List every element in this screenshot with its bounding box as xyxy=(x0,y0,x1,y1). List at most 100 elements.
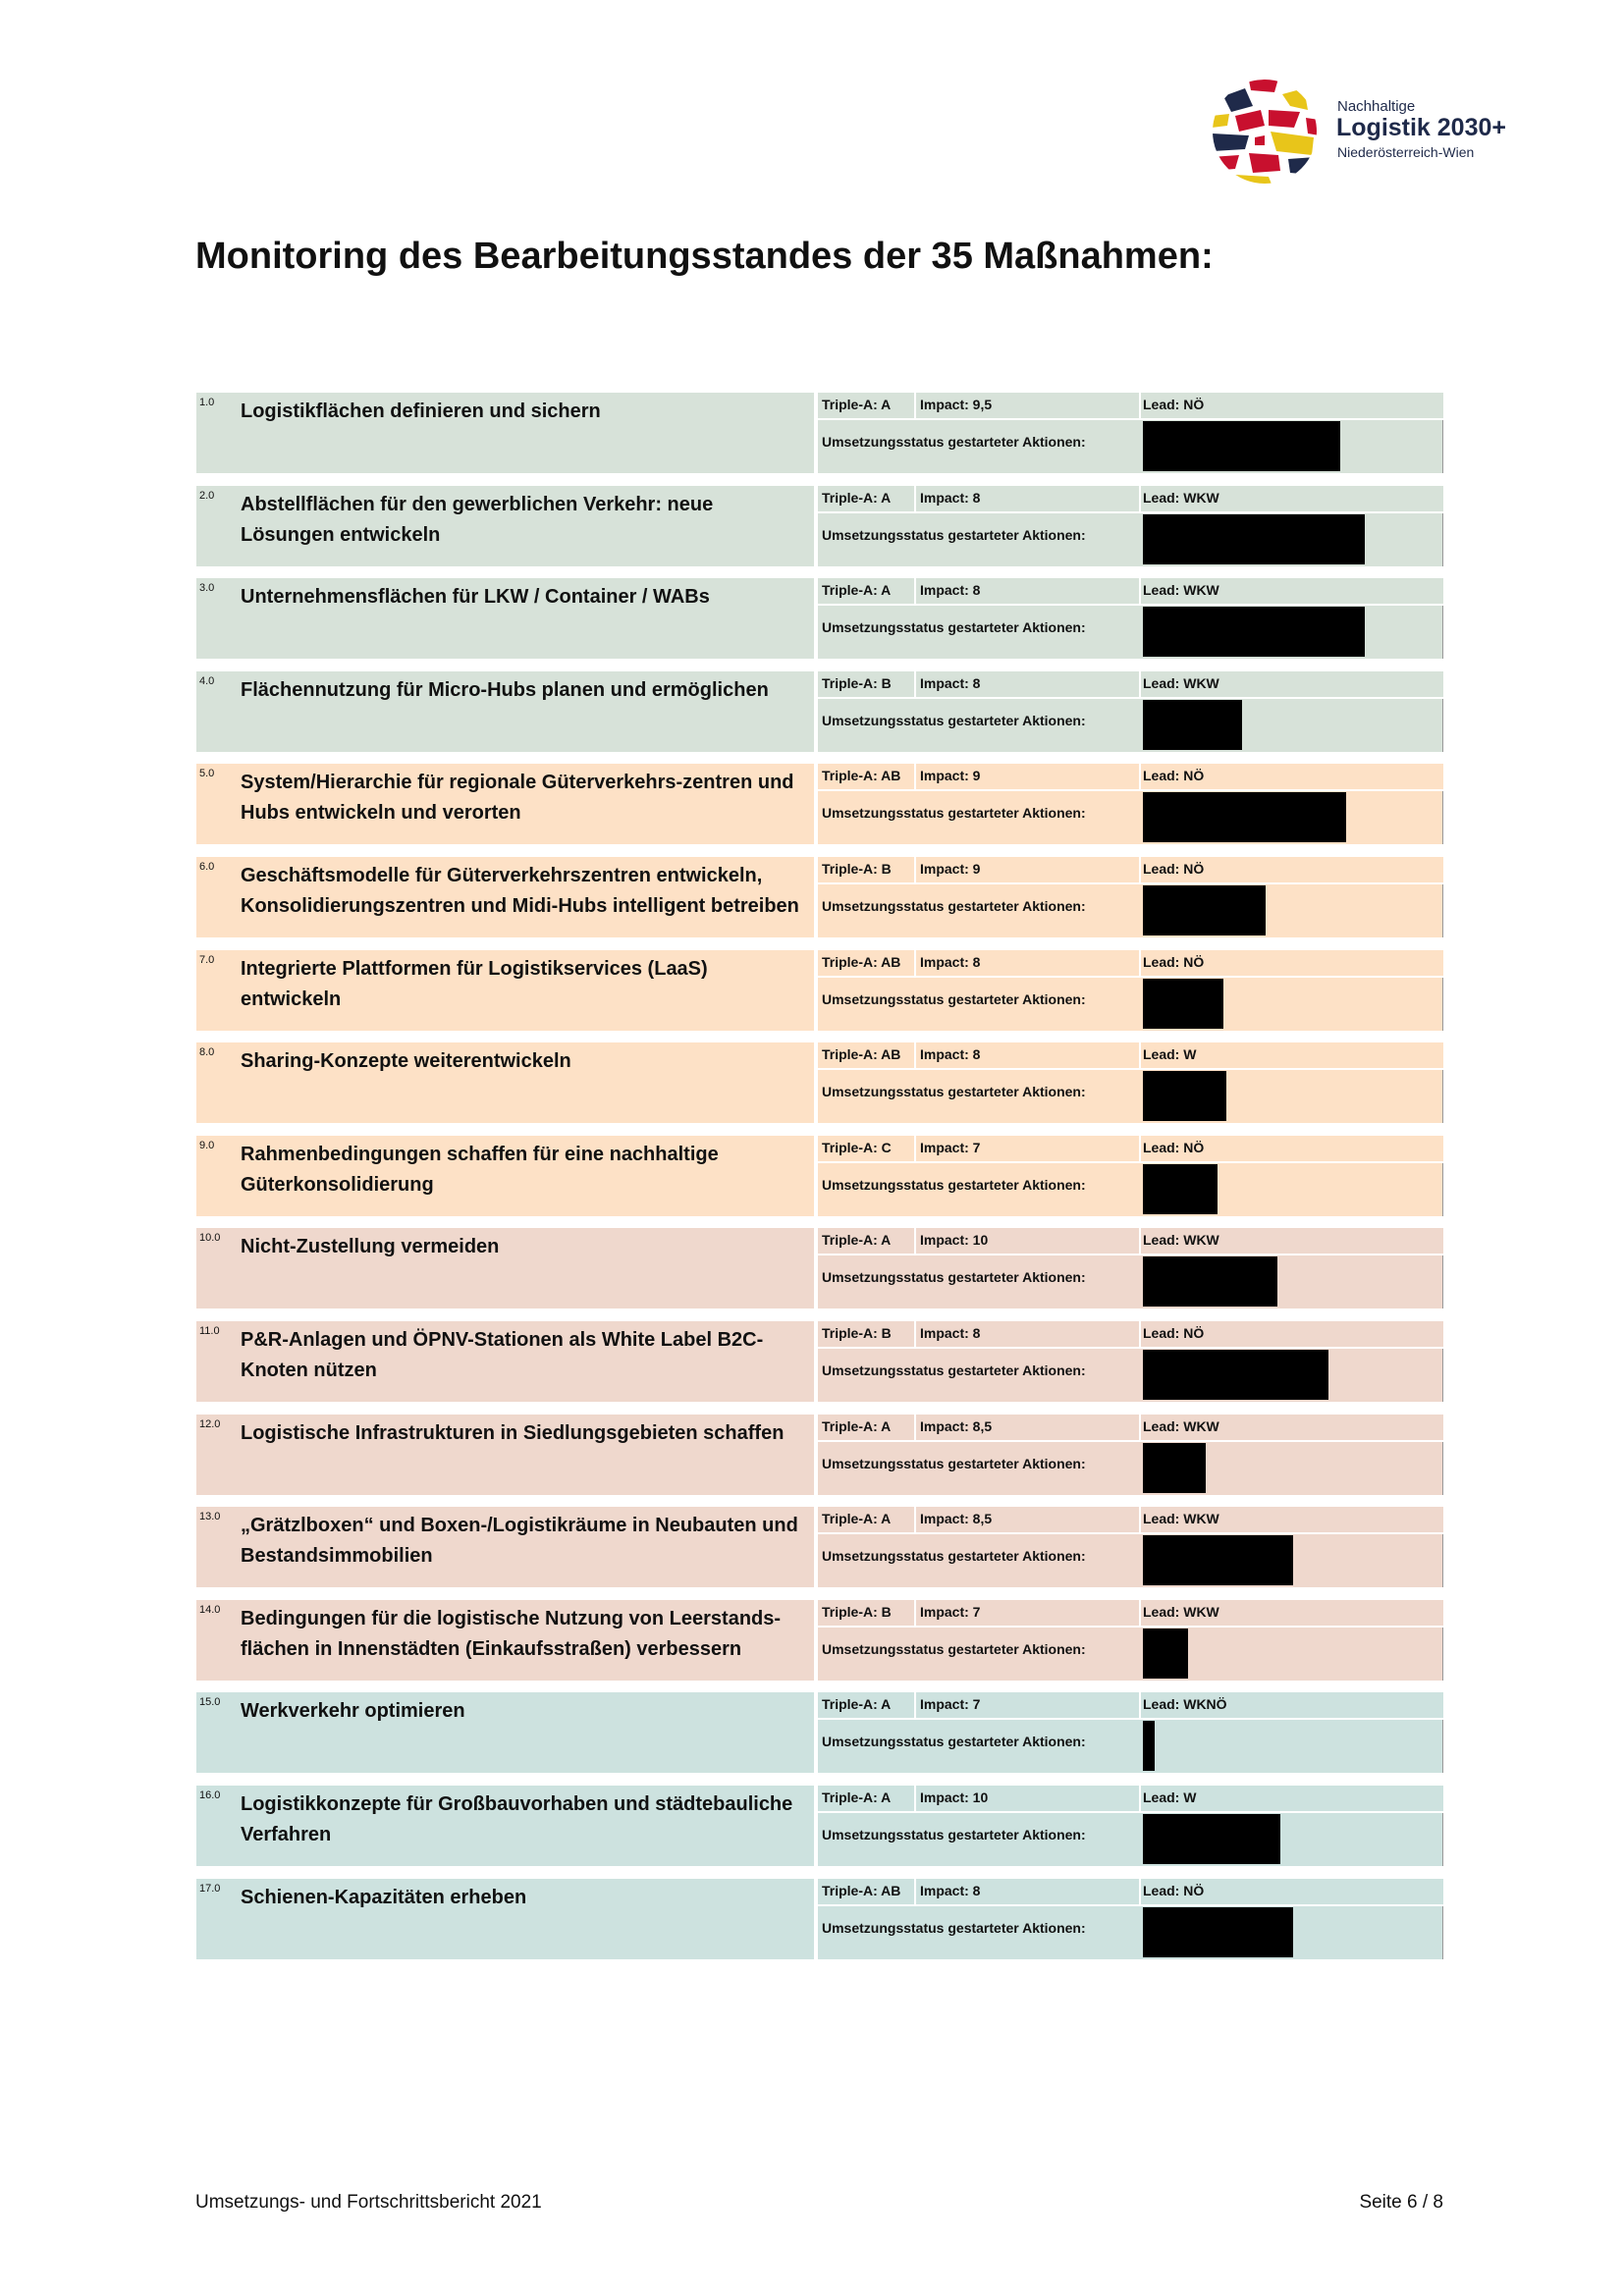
progress-bar xyxy=(1143,1814,1281,1864)
divider xyxy=(914,1228,916,1255)
impact-score: Impact: 8 xyxy=(920,1046,981,1063)
measure-number: 15.0 xyxy=(199,1696,221,1709)
progress-track xyxy=(1143,792,1442,843)
measure-header: Triple-A: A Impact: 10 Lead: W xyxy=(818,1786,1443,1813)
progress-bar xyxy=(1143,885,1267,935)
measure-name: Flächennutzung für Micro-Hubs planen und… xyxy=(241,678,769,701)
progress-bar xyxy=(1143,607,1365,658)
divider xyxy=(1139,1042,1141,1069)
measure-row: 12.0 Logistische Infrastrukturen in Sied… xyxy=(196,1414,1443,1495)
measure-title-cell: 12.0 Logistische Infrastrukturen in Sied… xyxy=(196,1414,814,1495)
measure-number: 5.0 xyxy=(199,768,215,780)
divider xyxy=(1139,1414,1141,1440)
status-label: Umsetzungsstatus gestarteter Aktionen: xyxy=(822,805,1086,822)
divider xyxy=(1139,857,1141,882)
divider xyxy=(1139,1507,1141,1533)
impact-score: Impact: 8 xyxy=(920,1882,981,1898)
measure-number: 13.0 xyxy=(199,1511,221,1523)
divider xyxy=(1442,1162,1443,1216)
measure-number: 3.0 xyxy=(199,582,215,595)
measure-number: 1.0 xyxy=(199,397,215,408)
divider xyxy=(1442,1627,1443,1681)
measure-title-cell: 2.0 Abstellflächen für den gewerblichen … xyxy=(196,485,814,566)
measure-name: P&R-Anlagen und ÖPNV-Stationen als White… xyxy=(241,1329,764,1381)
measure-details-cell: Triple-A: A Impact: 8,5 Lead: WKW Umsetz… xyxy=(818,1414,1443,1495)
lead-organization: Lead: WKW xyxy=(1143,1511,1219,1527)
divider xyxy=(1139,1228,1141,1255)
lead-organization: Lead: WKNÖ xyxy=(1143,1696,1227,1713)
measure-title-cell: 4.0 Flächennutzung für Micro-Hubs planen… xyxy=(196,670,814,752)
measure-title-cell: 6.0 Geschäftsmodelle für Güterverkehrsze… xyxy=(196,857,814,937)
measure-header: Triple-A: B Impact: 7 Lead: WKW xyxy=(818,1599,1443,1628)
progress-bar xyxy=(1143,1350,1329,1400)
progress-track xyxy=(1143,1906,1442,1957)
impact-score: Impact: 7 xyxy=(920,1696,981,1713)
triple-a-rating: Triple-A: B xyxy=(822,861,892,877)
status-label: Umsetzungsstatus gestarteter Aktionen: xyxy=(822,1919,1086,1936)
logo: Nachhaltige Logistik 2030+ Niederösterre… xyxy=(1210,77,1534,188)
impact-score: Impact: 8 xyxy=(920,582,981,599)
progress-bar xyxy=(1143,1071,1227,1122)
impact-score: Impact: 8,5 xyxy=(920,1417,993,1434)
measure-header: Triple-A: A Impact: 7 Lead: WKNÖ xyxy=(818,1692,1443,1721)
logo-mosaic-icon xyxy=(1213,80,1317,184)
measure-details-cell: Triple-A: AB Impact: 9 Lead: NÖ Umsetzun… xyxy=(818,764,1443,845)
divider xyxy=(914,1507,916,1533)
status-label: Umsetzungsstatus gestarteter Aktionen: xyxy=(822,898,1086,914)
divider xyxy=(1139,1599,1141,1626)
status-label: Umsetzungsstatus gestarteter Aktionen: xyxy=(822,1362,1086,1378)
divider xyxy=(914,578,916,605)
divider xyxy=(914,393,916,418)
measure-row: 8.0 Sharing-Konzepte weiterentwickeln Tr… xyxy=(196,1042,1443,1124)
divider xyxy=(1442,1534,1443,1588)
progress-track xyxy=(1143,1814,1442,1864)
logo-text-line1: Nachhaltige xyxy=(1337,98,1416,115)
measure-name: Abstellflächen für den gewerblichen Verk… xyxy=(241,493,714,546)
divider xyxy=(1139,578,1141,605)
progress-track xyxy=(1143,1721,1442,1772)
progress-track xyxy=(1143,699,1442,750)
status-label: Umsetzungsstatus gestarteter Aktionen: xyxy=(822,990,1086,1007)
measure-header: Triple-A: A Impact: 10 Lead: WKW xyxy=(818,1228,1443,1256)
progress-track xyxy=(1143,1071,1442,1122)
measure-row: 16.0 Logistikkonzepte für Großbauvorhabe… xyxy=(196,1786,1443,1866)
measure-number: 2.0 xyxy=(199,489,215,502)
lead-organization: Lead: W xyxy=(1143,1789,1197,1805)
triple-a-rating: Triple-A: B xyxy=(822,1325,892,1341)
impact-score: Impact: 9 xyxy=(920,861,981,877)
impact-score: Impact: 8 xyxy=(920,674,981,691)
measure-header: Triple-A: AB Impact: 8 Lead: W xyxy=(818,1042,1443,1071)
status-label: Umsetzungsstatus gestarteter Aktionen: xyxy=(822,1548,1086,1565)
divider xyxy=(1442,977,1443,1031)
divider xyxy=(1442,420,1443,473)
measure-number: 16.0 xyxy=(199,1789,221,1801)
measure-details-cell: Triple-A: A Impact: 8 Lead: WKW Umsetzun… xyxy=(818,485,1443,566)
divider xyxy=(914,670,916,697)
progress-bar xyxy=(1143,1535,1293,1586)
measure-name: Werkverkehr optimieren xyxy=(241,1700,465,1723)
progress-track xyxy=(1143,1442,1442,1493)
divider xyxy=(914,485,916,511)
divider xyxy=(1139,1878,1141,1904)
measure-header: Triple-A: AB Impact: 8 Lead: NÖ xyxy=(818,1878,1443,1906)
measure-name: System/Hierarchie für regionale Güterver… xyxy=(241,772,794,825)
lead-organization: Lead: WKW xyxy=(1143,1232,1219,1249)
measure-details-cell: Triple-A: AB Impact: 8 Lead: NÖ Umsetzun… xyxy=(818,1878,1443,1959)
progress-bar xyxy=(1143,699,1242,750)
status-label: Umsetzungsstatus gestarteter Aktionen: xyxy=(822,526,1086,543)
measure-details-cell: Triple-A: B Impact: 8 Lead: WKW Umsetzun… xyxy=(818,670,1443,752)
progress-bar xyxy=(1143,1628,1188,1679)
measure-header: Triple-A: A Impact: 8 Lead: WKW xyxy=(818,578,1443,607)
impact-score: Impact: 10 xyxy=(920,1232,989,1249)
measure-details-cell: Triple-A: A Impact: 7 Lead: WKNÖ Umsetzu… xyxy=(818,1692,1443,1774)
measure-title-cell: 9.0 Rahmenbedingungen schaffen für eine … xyxy=(196,1135,814,1216)
lead-organization: Lead: NÖ xyxy=(1143,768,1205,784)
divider xyxy=(914,1692,916,1719)
measure-row: 14.0 Bedingungen für die logistische Nut… xyxy=(196,1599,1443,1681)
measure-details-cell: Triple-A: B Impact: 7 Lead: WKW Umsetzun… xyxy=(818,1599,1443,1681)
measure-row: 17.0 Schienen-Kapazitäten erheben Triple… xyxy=(196,1878,1443,1959)
measure-name: Logistische Infrastrukturen in Siedlungs… xyxy=(241,1421,785,1444)
progress-track xyxy=(1143,421,1442,471)
progress-bar xyxy=(1143,792,1347,843)
triple-a-rating: Triple-A: B xyxy=(822,674,892,691)
